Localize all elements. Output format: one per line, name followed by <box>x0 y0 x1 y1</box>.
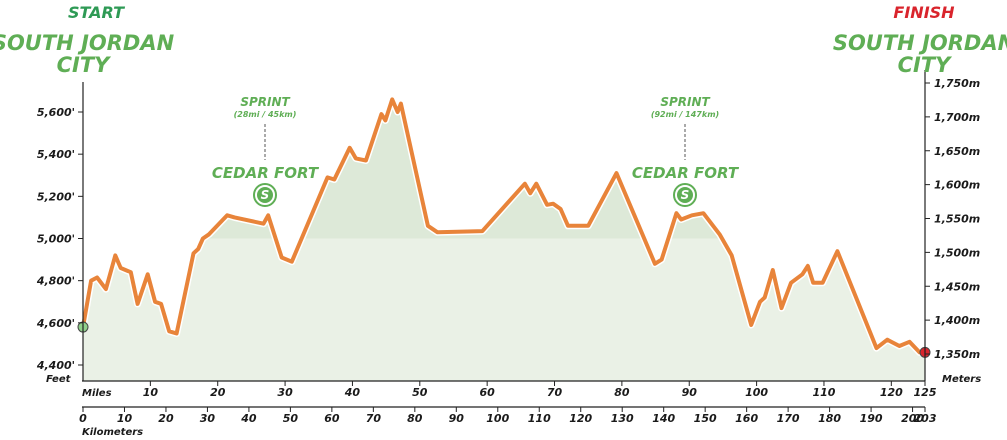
right-axis-tick-label: 1,500m <box>934 246 980 259</box>
km-axis-tick-label: 120 <box>569 412 592 425</box>
km-axis-tick-label: 40 <box>240 412 257 425</box>
km-axis-tick-label: 30 <box>200 412 216 425</box>
start-city-line1: SOUTH JORDAN <box>0 31 175 55</box>
sprint-1-icon-letter: S <box>261 188 270 202</box>
miles-axis-tick-label: 100 <box>745 386 768 399</box>
left-axis-title: Feet <box>46 374 72 385</box>
km-axis-tick-label: 130 <box>611 412 634 425</box>
miles-axis-tick-label: 40 <box>344 386 361 399</box>
finish-city-line1: SOUTH JORDAN <box>833 31 1007 55</box>
start-city-line2: CITY <box>57 53 112 77</box>
km-axis-tick-label: 160 <box>735 412 758 425</box>
km-axis-tick-label: 60 <box>324 412 340 425</box>
km-axis-tick-label: 190 <box>860 412 883 425</box>
sprint-1-detail: (28mi / 45km) <box>234 110 297 119</box>
sprint-1-title: SPRINT <box>240 95 290 109</box>
profile-area-upper-fill <box>202 99 723 239</box>
miles-axis-tick-label: 70 <box>547 386 563 399</box>
left-axis-tick-label: 4,600' <box>36 317 75 330</box>
sprint-2-detail: (92mi / 147km) <box>651 110 719 119</box>
sprint-2-town: CEDAR FORT <box>632 164 740 182</box>
area-layer <box>77 95 931 382</box>
km-axis-tick-label: 80 <box>407 412 423 425</box>
km-axis-tick-label: 20 <box>158 412 174 425</box>
right-axis-tick-label: 1,350m <box>934 348 980 361</box>
left-axis-tick-label: 5,000' <box>37 233 75 246</box>
sprint-2-icon-letter: S <box>681 188 690 202</box>
right-axis-tick-label: 1,650m <box>934 145 980 158</box>
km-axis-tick-label: 140 <box>652 412 675 425</box>
km-axis-tick-label: 70 <box>366 412 382 425</box>
km-axis-tick-label: 90 <box>449 412 465 425</box>
left-axis-tick-label: 5,400' <box>37 148 75 161</box>
sprint-2-title: SPRINT <box>660 95 710 109</box>
km-axis-tick-label: 100 <box>486 412 509 425</box>
profile-area-fill <box>83 99 925 382</box>
km-axis-tick-label: 200 <box>901 412 924 425</box>
sprint-icon <box>257 187 273 203</box>
left-axis-tick-label: 5,200' <box>37 190 75 203</box>
left-axis-tick-label: 4,400' <box>36 359 75 372</box>
miles-axis-tick-label: 10 <box>143 386 159 399</box>
miles-axis-tick-label: 60 <box>480 386 496 399</box>
start-label: START <box>68 3 125 22</box>
km-axis-tick-label: 110 <box>528 412 551 425</box>
km-axis-tick-label: 10 <box>117 412 133 425</box>
right-axis-tick-label: 1,600m <box>934 179 980 192</box>
left-axis-tick-label: 5,600' <box>37 106 75 119</box>
finish-city-line2: CITY <box>898 53 953 77</box>
right-axis-tick-label: 1,450m <box>934 280 980 293</box>
miles-axis-tick-label: 110 <box>812 386 835 399</box>
sprint-layer <box>253 124 697 207</box>
km-axis-tick-label: 180 <box>818 412 841 425</box>
km-axis-tick-label: 170 <box>777 412 800 425</box>
km-axis-tick-label: 50 <box>283 412 299 425</box>
sprint-1-town: CEDAR FORT <box>212 164 320 182</box>
elevation-profile-line <box>81 97 927 355</box>
right-axis-tick-label: 1,700m <box>934 111 980 124</box>
km-axis-tick-label: 203 <box>914 412 937 425</box>
miles-axis-tick-label: 20 <box>210 386 226 399</box>
miles-axis-title: Miles <box>82 388 112 399</box>
miles-axis-tick-label: 50 <box>412 386 428 399</box>
left-axis-tick-label: 4,800' <box>36 275 75 288</box>
sprint-icon <box>677 187 693 203</box>
km-axis-tick-label: 150 <box>694 412 717 425</box>
right-axis-tick-label: 1,400m <box>934 314 980 327</box>
miles-axis-tick-label: 30 <box>277 386 293 399</box>
right-axis-tick-label: 1,750m <box>934 77 980 90</box>
miles-axis-tick-label: 80 <box>614 386 630 399</box>
miles-axis-tick-label: 125 <box>914 386 937 399</box>
miles-axis-tick-label: 120 <box>880 386 903 399</box>
axes-layer: 4,400' 4,600' 4,800' 5,000' 5,200' 5,400' 5,60… <box>36 70 980 425</box>
km-axis-tick-label: 0 <box>79 412 87 425</box>
km-axis-title: Kilometers <box>82 427 143 438</box>
right-axis-tick-label: 1,550m <box>934 213 980 226</box>
finish-label: FINISH <box>893 3 955 22</box>
right-axis-title: Meters <box>942 374 981 385</box>
miles-axis-tick-label: 90 <box>682 386 698 399</box>
